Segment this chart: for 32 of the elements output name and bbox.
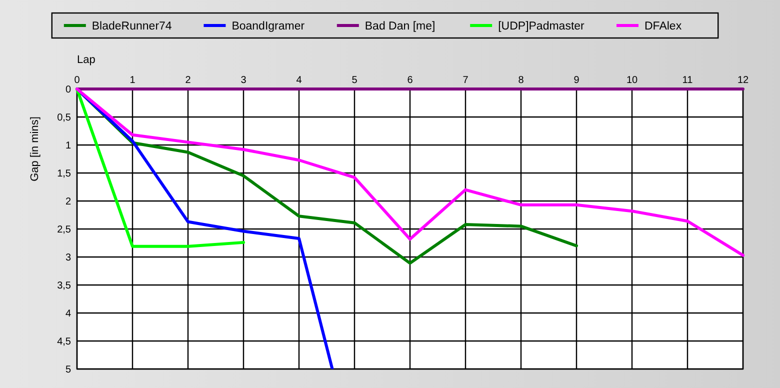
- y-tick-label: 0,5: [57, 112, 72, 124]
- x-tick-label: 12: [737, 75, 749, 86]
- y-tick-label: 4,5: [57, 336, 72, 348]
- y-tick-label: 1,5: [57, 168, 72, 180]
- x-tick-label: 6: [407, 75, 414, 86]
- x-tick-label: 4: [296, 75, 302, 86]
- line-series: [76, 88, 744, 257]
- legend-label: BoandIgramer: [232, 20, 305, 32]
- x-axis-title: Lap: [77, 54, 96, 66]
- x-tick-label: 5: [352, 75, 358, 86]
- x-tick-label: 3: [240, 75, 247, 86]
- x-tick-label: 9: [574, 75, 580, 86]
- y-tick-label: 3,5: [57, 280, 72, 292]
- legend-label: [UDP]Padmaster: [498, 20, 585, 32]
- y-tick-label: 1: [65, 140, 72, 152]
- y-tick-label: 0: [65, 84, 72, 96]
- y-tick-label: 3: [65, 252, 72, 264]
- x-tick-label: 0: [74, 75, 80, 86]
- x-tick-label: 11: [682, 75, 694, 86]
- y-tick-label: 4: [65, 308, 72, 320]
- x-tick-label: 10: [626, 75, 638, 86]
- y-axis-title: Gap [in mins]: [29, 116, 41, 182]
- legend-label: BladeRunner74: [92, 20, 172, 32]
- legend-label: Bad Dan [me]: [364, 20, 436, 32]
- x-tick-label: 2: [185, 75, 192, 86]
- x-tick-label: 8: [518, 75, 524, 86]
- x-tick-label: 1: [130, 75, 136, 86]
- legend-label: DFAlex: [644, 20, 682, 32]
- y-tick-label: 2: [65, 196, 72, 208]
- y-tick-label: 2,5: [57, 224, 72, 236]
- x-tick-label: 7: [462, 75, 469, 86]
- y-tick-label: 5: [65, 364, 72, 376]
